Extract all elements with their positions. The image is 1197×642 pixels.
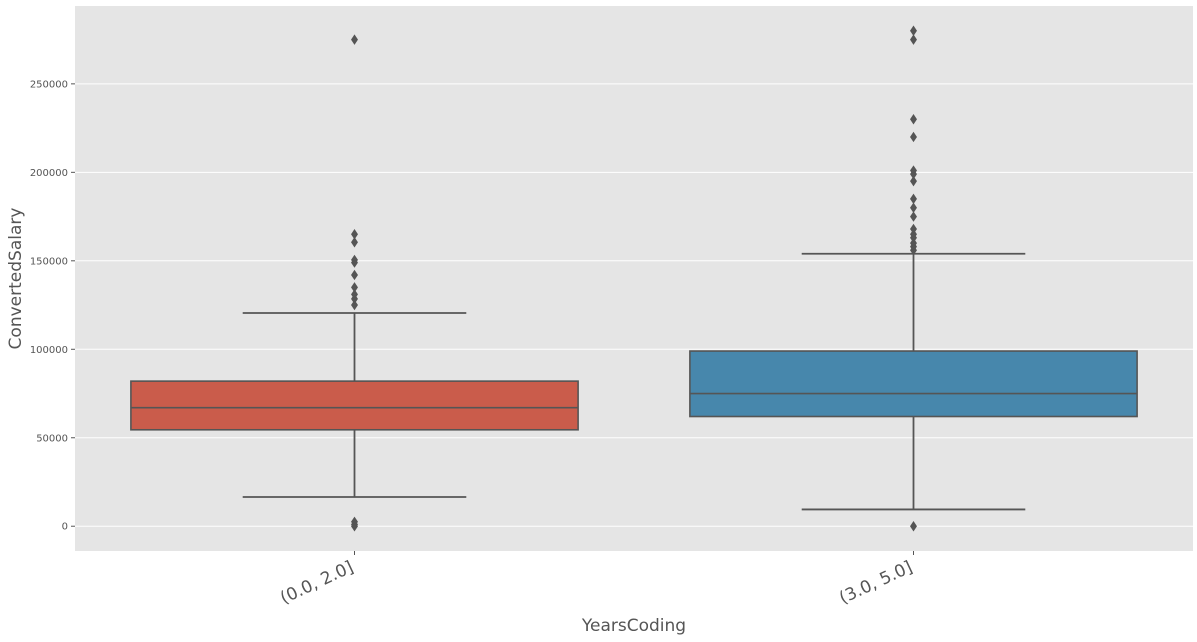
outlier-point [351,229,358,240]
outlier-point [910,175,917,187]
box-group [130,34,579,532]
outlier-point [910,223,917,235]
outlier-point [910,193,917,205]
x-tick-label: (3.0, 5.0] [836,557,915,608]
outlier-point [910,114,917,125]
iqr-box [689,350,1138,418]
outlier-point [351,254,358,266]
y-tick-label: 150000 [30,256,68,267]
outlier-point [351,34,358,45]
y-axis-ticks: 0 50000 100000 150000 200000 250000 [30,79,75,533]
y-tick-label: 250000 [30,79,68,90]
boxes [130,25,1138,532]
outlier-point [910,131,917,143]
outlier-point [351,299,358,311]
gridlines [75,83,1193,527]
outlier-point [910,25,917,36]
outlier-point [351,516,358,528]
iqr-box [130,380,579,431]
plot-area [75,6,1193,551]
x-axis-ticks: (0.0, 2.0] (3.0, 5.0] [277,551,916,609]
outlier-point [910,211,917,222]
outlier-point [351,237,358,248]
outlier-point [351,269,358,281]
y-tick-label: 0 [62,522,68,533]
y-tick-label: 200000 [30,168,68,179]
outlier-point [910,237,917,249]
x-axis-title: YearsCoding [581,616,686,636]
x-tick-label: (0.0, 2.0] [277,557,356,608]
y-tick-label: 100000 [30,345,68,356]
outlier-point [910,202,917,213]
outlier-point [910,165,917,176]
outlier-point [910,521,917,532]
outlier-point [351,282,358,293]
outlier-point [910,229,917,240]
y-tick-label: 50000 [36,433,68,444]
outlier-point [910,34,917,45]
box-group [689,25,1138,532]
outlier-point [351,289,358,300]
y-axis-title: ConvertedSalary [6,208,26,350]
